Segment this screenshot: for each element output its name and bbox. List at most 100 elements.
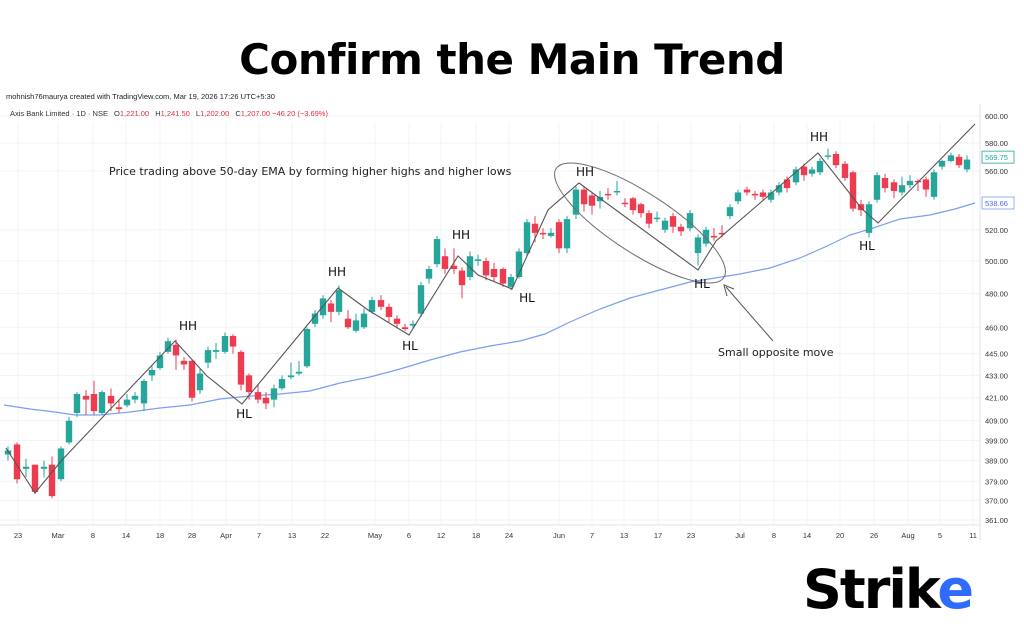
- candle: [401, 323, 409, 331]
- y-tick-label: 370.00: [985, 496, 1008, 505]
- candle: [458, 267, 466, 299]
- x-tick-label: 13: [288, 531, 296, 540]
- candle: [947, 152, 955, 163]
- candle: [555, 219, 563, 254]
- candle: [40, 460, 48, 478]
- candle: [613, 180, 621, 196]
- candle: [824, 148, 832, 160]
- y-tick-label: 361.00: [985, 516, 1008, 525]
- candle: [172, 339, 180, 370]
- x-tick-label: 7: [590, 531, 594, 540]
- candle: [57, 446, 65, 482]
- x-tick-label: 14: [803, 531, 811, 540]
- candle: [490, 262, 498, 282]
- candle: [352, 313, 360, 333]
- candle: [441, 248, 449, 274]
- candle: [596, 190, 604, 209]
- candle: [4, 446, 12, 461]
- candle: [963, 155, 971, 173]
- candle: [22, 458, 30, 478]
- price-tags: 569.75 538.66: [981, 150, 1015, 210]
- y-tick-label: 445.00: [985, 350, 1008, 359]
- candle: [580, 186, 588, 212]
- time-axis[interactable]: 23 Mar 8 14 18 28 Apr 7 13 22 May 6 12 18 24 Jun 7 13 17 23…: [14, 531, 977, 540]
- candle: [938, 159, 946, 170]
- candle: [466, 251, 474, 281]
- candle: [278, 375, 286, 391]
- candle: [621, 198, 629, 208]
- candle: [48, 456, 56, 499]
- y-tick-label: 421.00: [985, 394, 1008, 403]
- y-tick-label: 409.00: [985, 417, 1008, 426]
- open-label: O: [114, 109, 120, 118]
- logo-text-k: k: [904, 558, 939, 621]
- swing-label: HH: [179, 319, 197, 333]
- y-tick-label: 520.00: [985, 226, 1008, 235]
- candle: [507, 273, 515, 291]
- candle: [563, 216, 571, 254]
- candle: [783, 176, 791, 193]
- logo-arrow-e: e: [937, 558, 974, 621]
- candle: [385, 303, 393, 323]
- swing-trendline: [5, 123, 976, 494]
- y-tick-label: 460.00: [985, 323, 1008, 332]
- svg-text:538.66: 538.66: [985, 199, 1008, 208]
- x-tick-label: 23: [687, 531, 695, 540]
- swing-label: HL: [402, 339, 418, 353]
- swing-label: HL: [859, 239, 875, 253]
- candle: [588, 192, 596, 215]
- candle: [930, 169, 938, 200]
- y-tick-label: 560.00: [985, 167, 1008, 176]
- swing-label: HH: [576, 165, 594, 179]
- callout-arrow: [723, 284, 774, 342]
- x-tick-label: 6: [407, 531, 411, 540]
- callout-texts: Price trading above 50-day EMA by formin…: [109, 165, 834, 359]
- last-price-tag: [981, 150, 1015, 164]
- candle: [816, 158, 824, 176]
- candle: [180, 357, 188, 370]
- candle: [148, 366, 156, 381]
- candle: [881, 173, 889, 193]
- candle: [629, 196, 637, 215]
- x-tick-label: 8: [91, 531, 95, 540]
- x-tick-label: 18: [156, 531, 164, 540]
- candle: [922, 176, 930, 197]
- candle: [377, 295, 385, 311]
- symbol-legend: Axis Bank Limited · 1D · NSE O1,221.00 H…: [10, 109, 328, 118]
- candle: [547, 228, 555, 238]
- candle: [82, 390, 90, 415]
- candle: [13, 442, 21, 484]
- ema-price-tag: [981, 196, 1015, 210]
- low-label: L: [195, 109, 201, 118]
- candle: [604, 188, 612, 200]
- y-tick-label: 580.00: [985, 139, 1008, 148]
- page-title: Confirm the Main Trend: [239, 35, 785, 84]
- x-tick-label: 7: [257, 531, 261, 540]
- candle: [645, 210, 653, 229]
- candle: [906, 175, 914, 189]
- x-tick-label: Mar: [52, 531, 65, 540]
- candle: [204, 346, 212, 369]
- candle: [726, 204, 734, 220]
- candle: [393, 315, 401, 328]
- candle: [759, 189, 767, 200]
- candle: [433, 235, 441, 268]
- candle: [792, 166, 800, 186]
- x-tick-label: 8: [772, 531, 776, 540]
- candle: [499, 267, 507, 287]
- y-tick-label: 600.00: [985, 112, 1008, 121]
- price-axis[interactable]: 600.00 580.00 560.00 520.00 500.00 480.00 460.…: [985, 112, 1008, 525]
- candle: [751, 190, 759, 200]
- chart-frame[interactable]: [0, 88, 1024, 550]
- y-tick-label: 379.00: [985, 477, 1008, 486]
- y-tick-label: 500.00: [985, 257, 1008, 266]
- symbol-name[interactable]: Axis Bank Limited · 1D · NSE: [10, 109, 108, 118]
- candle: [90, 380, 98, 415]
- callout-text: Small opposite move: [718, 346, 834, 359]
- candle: [31, 464, 39, 494]
- x-tick-label: Jul: [735, 531, 745, 540]
- candle: [212, 342, 220, 360]
- svg-text:569.75: 569.75: [985, 153, 1008, 162]
- swing-label: HL: [694, 277, 710, 291]
